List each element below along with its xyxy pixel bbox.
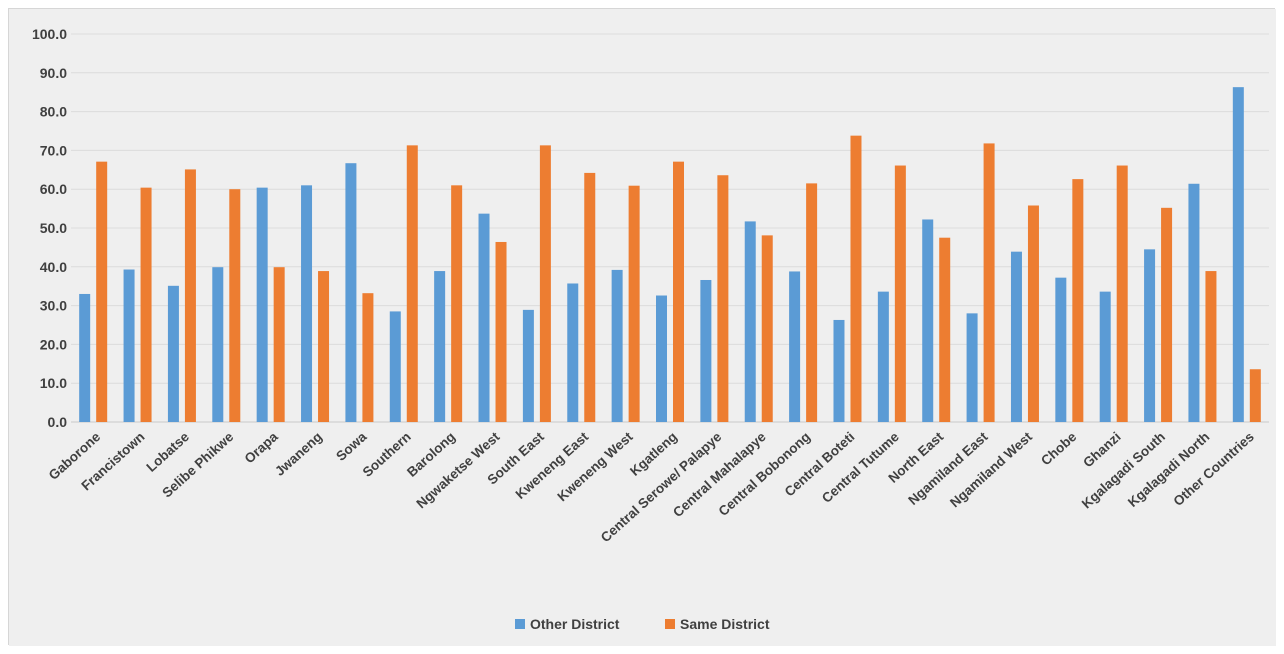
bar-other-district [301,185,313,422]
gridlines [71,33,1269,423]
bar-same-district [1116,165,1128,423]
bar-same-district [673,161,684,423]
bar-same-district [584,172,596,422]
y-tick-label: 0.0 [48,414,68,430]
bar-same-district [318,271,330,422]
bar-same-district [806,183,818,422]
bar-same-district [894,165,906,423]
bar-other-district [1055,277,1067,422]
bar-other-district [1010,251,1022,422]
bar-same-district [406,145,418,422]
bar-other-district [700,279,712,422]
bar-other-district [434,271,446,422]
bar-other-district [567,283,579,422]
bar-other-district [966,313,978,422]
bar-same-district [761,235,773,422]
y-tick-label: 80.0 [40,104,67,120]
bar-same-district [850,135,862,422]
bar-other-district [389,311,401,422]
y-tick-label: 30.0 [40,298,67,314]
bar-same-district [495,241,507,422]
bar-other-district [611,269,623,422]
bars [79,87,1261,423]
legend-label: Other District [530,616,620,632]
y-tick-label: 90.0 [40,65,67,81]
bar-same-district [1027,205,1039,422]
bar-same-district [717,175,729,422]
y-tick-label: 10.0 [40,375,67,391]
bar-other-district [522,309,534,422]
bar-other-district [478,213,490,422]
bar-other-district [256,187,268,422]
bar-other-district [79,293,91,422]
bar-same-district [939,237,951,422]
bar-same-district [539,145,551,422]
bar-other-district [744,221,756,422]
y-axis: 0.0 10.0 20.0 30.0 40.0 50.0 60.0 70.0 80.0 90.0 1… [32,26,67,430]
bar-other-district [1232,87,1244,422]
legend: Other District Same District [515,616,770,632]
bar-other-district [833,319,845,422]
chart-frame: 0.0 10.0 20.0 30.0 40.0 50.0 60.0 70.0 80.0 90.0 1… [8,8,1276,646]
bar-same-district [273,267,285,422]
legend-label: Same District [680,616,770,632]
bar-other-district [123,269,135,422]
bar-same-district [983,143,995,422]
y-tick-label: 70.0 [40,142,67,158]
bar-same-district [1249,369,1261,422]
legend-swatch [665,619,675,629]
bar-same-district [229,189,241,422]
bar-other-district [922,219,934,422]
bar-other-district [1144,249,1156,422]
y-tick-label: 40.0 [40,259,67,275]
bar-same-district [96,161,108,423]
bar-same-district [1161,207,1173,422]
bar-chart: 0.0 10.0 20.0 30.0 40.0 50.0 60.0 70.0 80.0 90.0 1… [9,9,1276,646]
y-tick-label: 50.0 [40,220,67,236]
y-tick-label: 100.0 [32,26,67,42]
bar-other-district [345,163,357,423]
legend-swatch [515,619,525,629]
bar-other-district [656,295,667,422]
bar-other-district [1099,291,1111,422]
bar-other-district [167,285,179,422]
y-tick-label: 20.0 [40,336,67,352]
bar-same-district [1072,179,1084,422]
y-tick-label: 60.0 [40,181,67,197]
bar-same-district [184,169,196,422]
bar-same-district [451,185,463,422]
plot-area [9,9,1276,646]
bar-other-district [1188,183,1200,422]
bar-same-district [362,293,374,422]
bar-other-district [789,271,801,422]
bar-same-district [628,185,640,422]
bar-other-district [212,267,224,422]
bar-other-district [877,291,889,422]
bar-same-district [140,187,152,422]
bar-same-district [1205,271,1217,422]
